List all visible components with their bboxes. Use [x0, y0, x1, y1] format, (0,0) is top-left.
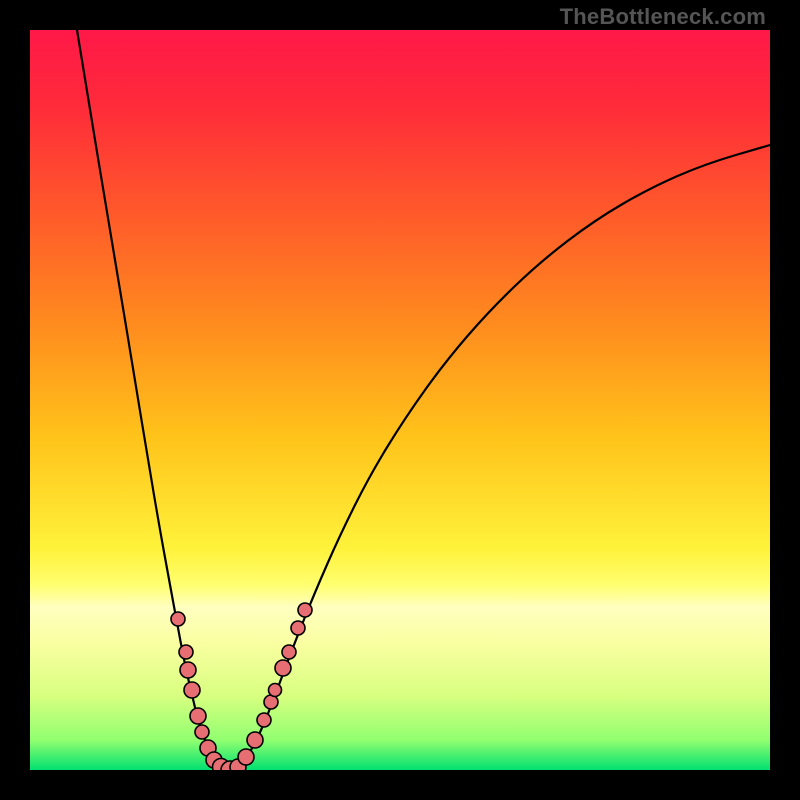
marker-point	[257, 713, 271, 727]
marker-point	[291, 621, 305, 635]
marker-point	[238, 749, 254, 765]
chart-svg	[30, 30, 770, 770]
chart-frame: TheBottleneck.com	[0, 0, 800, 800]
plot-area	[30, 30, 770, 770]
marker-point	[171, 612, 185, 626]
marker-point	[247, 732, 263, 748]
marker-point	[180, 662, 196, 678]
gradient-background	[30, 30, 770, 770]
marker-point	[184, 682, 200, 698]
marker-point	[195, 725, 209, 739]
watermark-text: TheBottleneck.com	[560, 4, 766, 30]
marker-point	[190, 708, 206, 724]
marker-point	[179, 645, 193, 659]
marker-point	[269, 684, 282, 697]
marker-point	[298, 603, 312, 617]
marker-point	[282, 645, 296, 659]
marker-point	[275, 660, 291, 676]
